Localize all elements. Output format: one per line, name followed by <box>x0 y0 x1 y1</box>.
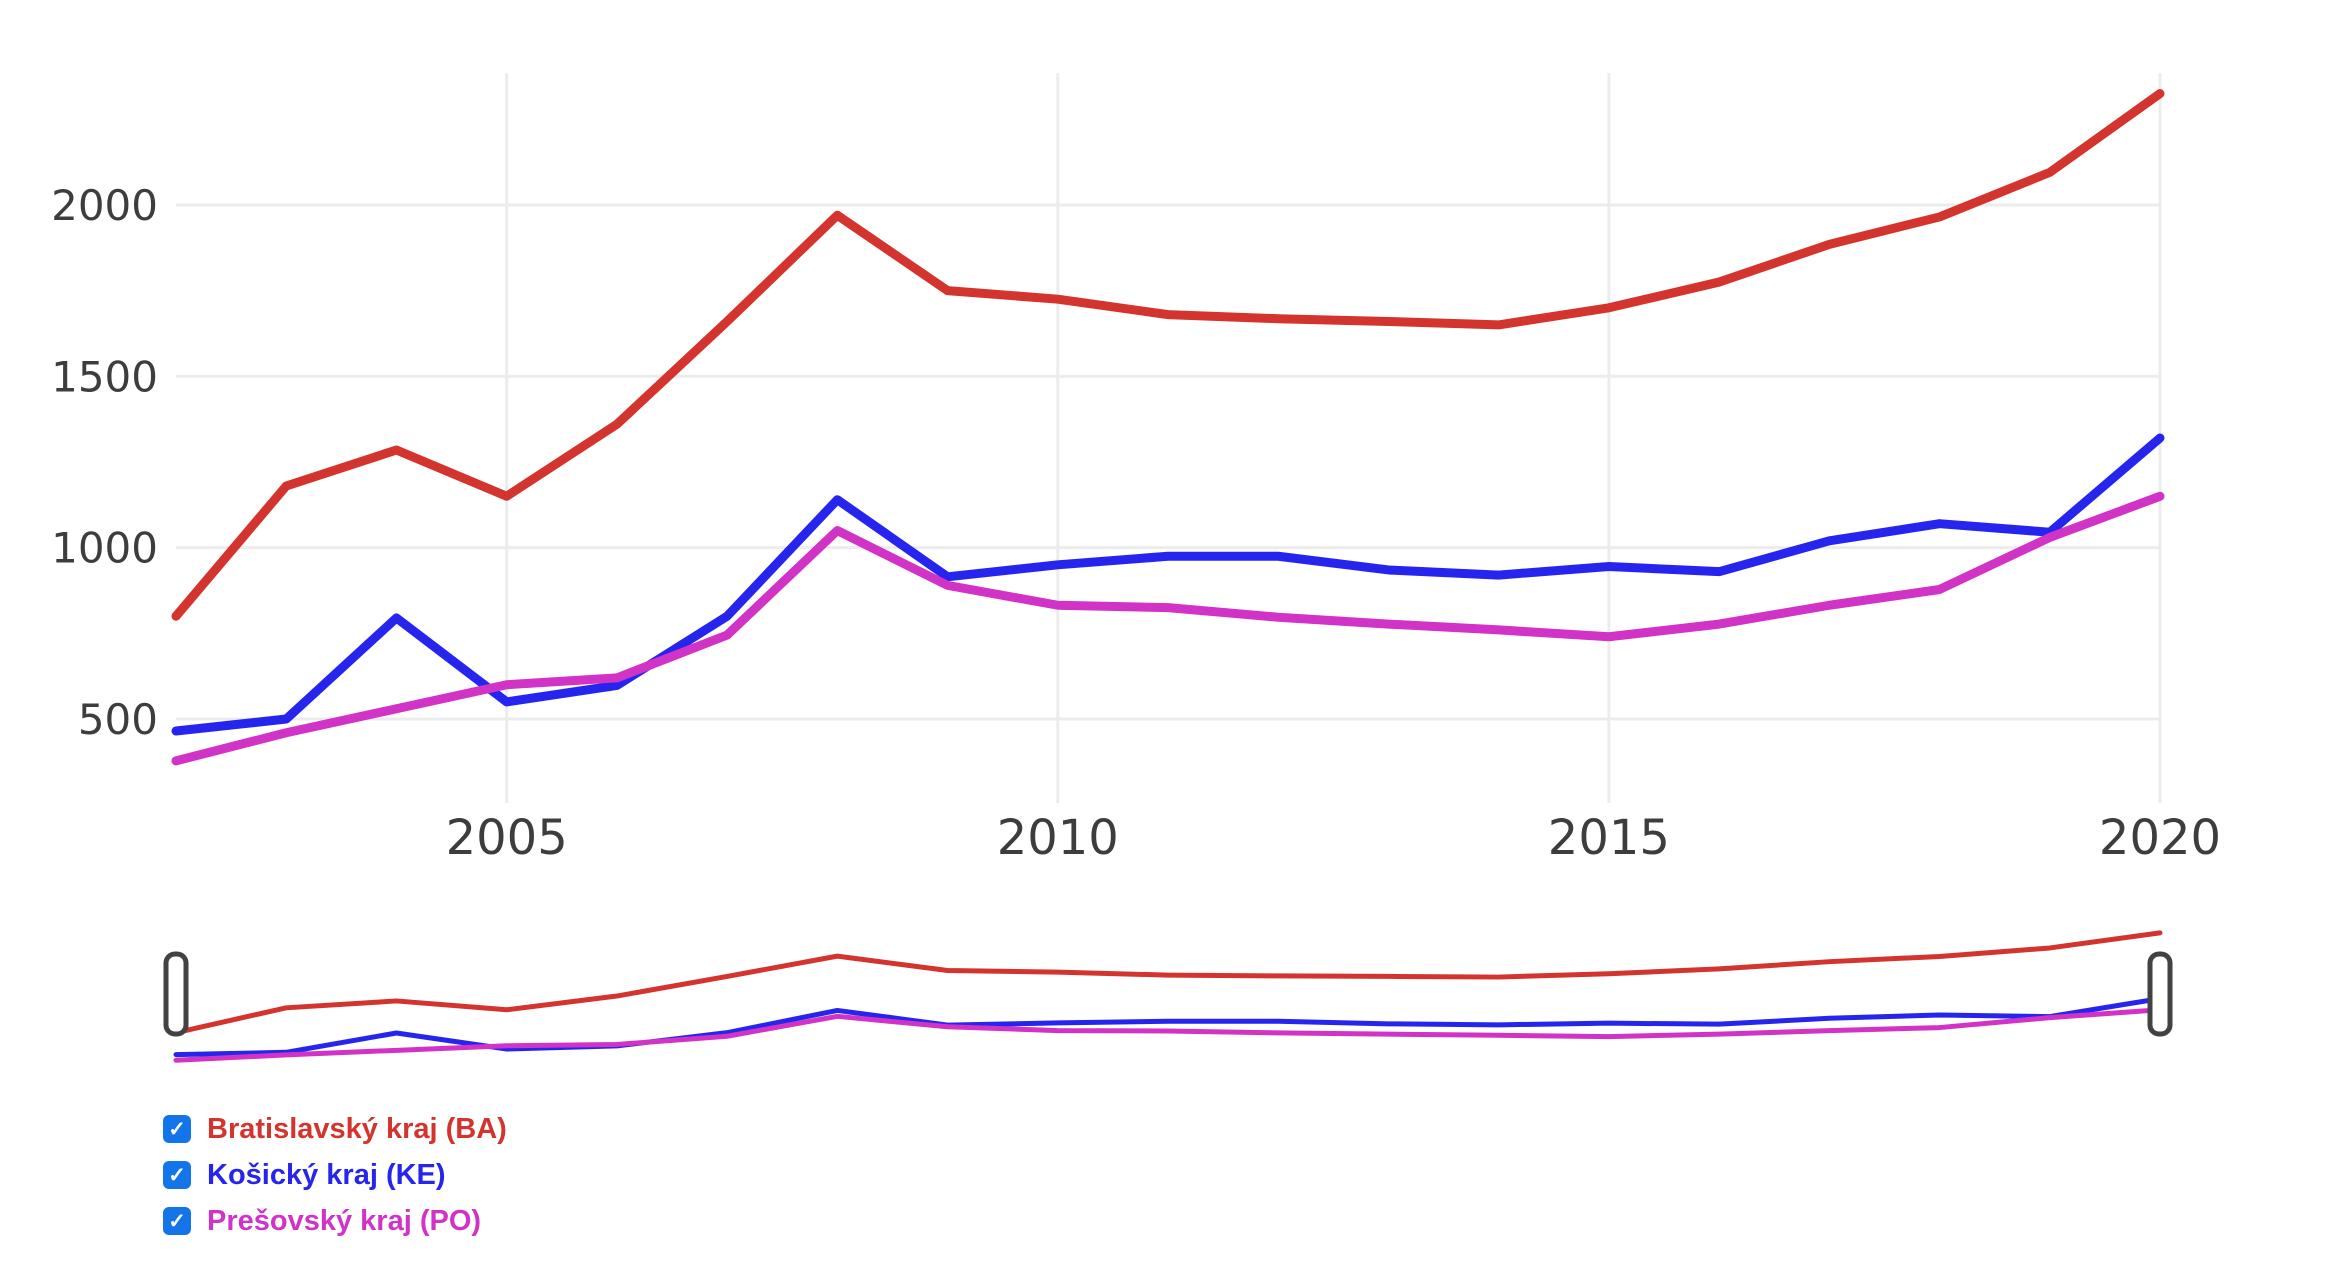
navigator-handle-left[interactable] <box>163 951 189 1037</box>
y-axis-tick-label: 2000 <box>51 181 158 230</box>
y-axis-tick-label: 500 <box>78 695 158 744</box>
series-line-ba <box>171 89 2165 621</box>
checkbox-checked-icon[interactable]: ✓ <box>163 1115 191 1143</box>
legend-label-po[interactable]: Prešovský kraj (PO) <box>207 1204 482 1237</box>
legend-item-ke[interactable]: ✓ Košický kraj (KE) <box>163 1152 507 1198</box>
navigator-line-ke <box>173 996 2163 1058</box>
legend-label-ba[interactable]: Bratislavský kraj (BA) <box>207 1112 507 1145</box>
legend: ✓ Bratislavský kraj (BA) ✓ Košický kraj … <box>163 1106 507 1244</box>
series-line-ke <box>171 433 2165 736</box>
x-axis-tick-label: 2010 <box>997 810 1119 866</box>
x-axis-tick-label: 2005 <box>446 810 568 866</box>
y-axis-tick-label: 1500 <box>51 352 158 401</box>
checkbox-checked-icon[interactable]: ✓ <box>163 1161 191 1189</box>
y-axis-tick-label: 1000 <box>51 524 158 573</box>
legend-item-po[interactable]: ✓ Prešovský kraj (PO) <box>163 1198 507 1244</box>
x-axis-tick-label: 2015 <box>1548 810 1670 866</box>
navigator-line-po <box>173 1007 2163 1063</box>
legend-label-ke[interactable]: Košický kraj (KE) <box>207 1158 446 1191</box>
checkbox-checked-icon[interactable]: ✓ <box>163 1207 191 1235</box>
navigator-area[interactable] <box>176 928 2160 1085</box>
legend-item-ba[interactable]: ✓ Bratislavský kraj (BA) <box>163 1106 507 1152</box>
series-line-po <box>171 491 2165 766</box>
navigator-handle-right[interactable] <box>2147 951 2173 1037</box>
navigator-line-ba <box>173 930 2163 1036</box>
x-axis-tick-label: 2020 <box>2099 810 2221 866</box>
